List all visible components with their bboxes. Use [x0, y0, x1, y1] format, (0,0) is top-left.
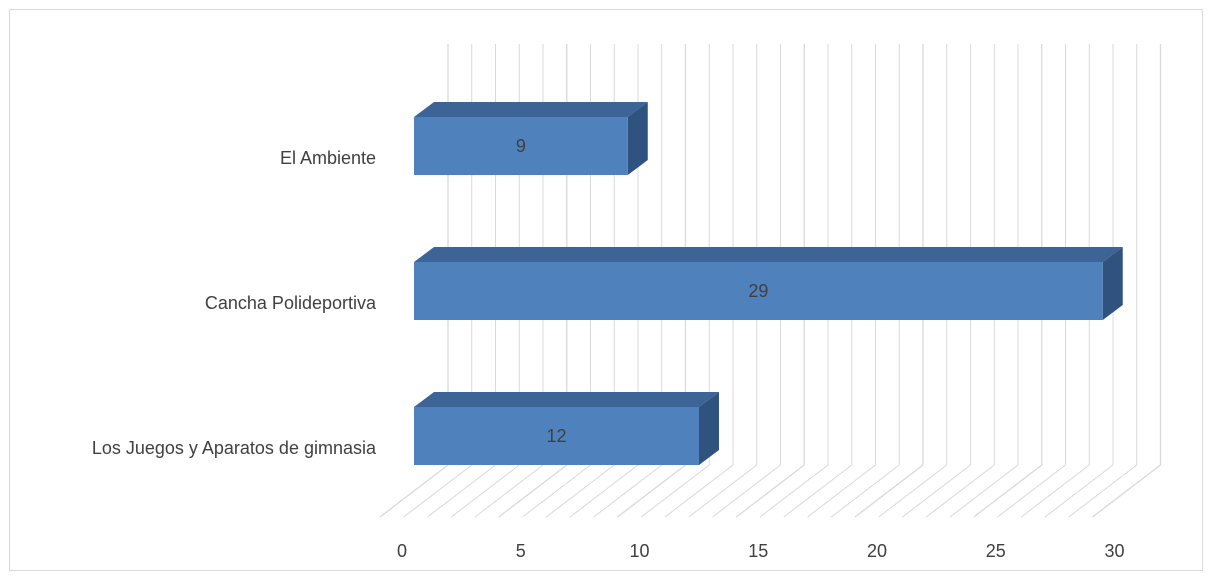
gridline-floor: [949, 464, 1019, 518]
x-tick-label: 0: [397, 541, 407, 561]
gridline-floor: [783, 464, 853, 518]
gridline-floor: [617, 464, 686, 518]
data-label: 12: [546, 426, 566, 446]
gridline-floor: [593, 464, 663, 518]
gridline-floor: [925, 464, 995, 518]
bar-side-face: [627, 102, 648, 175]
bar: [414, 117, 628, 175]
gridline-floor: [830, 464, 900, 518]
gridline-floor: [1020, 464, 1090, 518]
bar: [414, 262, 1103, 320]
x-tick-label: 30: [1104, 541, 1124, 561]
gridline-floor: [807, 464, 876, 518]
gridline-floor: [450, 464, 520, 518]
gridline-floor: [474, 464, 544, 518]
gridline-floor: [735, 464, 805, 518]
bar-side-face: [699, 392, 719, 465]
x-tick-label: 10: [629, 541, 649, 561]
gridline-floor: [569, 464, 639, 518]
bar-layer: [414, 102, 1123, 465]
gridline-floor: [997, 464, 1066, 518]
data-label: 9: [516, 136, 526, 156]
gridline-floor: [545, 464, 615, 518]
gridline-floor: [403, 464, 473, 518]
gridline-floor: [759, 464, 829, 518]
gridline-floor: [379, 464, 449, 518]
gridline-floor: [664, 464, 734, 518]
gridline-floor: [688, 464, 758, 518]
gridline-floor: [427, 464, 496, 518]
x-tick-label: 5: [516, 541, 526, 561]
gridline-floor: [498, 464, 568, 518]
gridline-floor: [712, 464, 781, 518]
gridline-floor: [522, 464, 591, 518]
x-tick-label: 15: [748, 541, 768, 561]
category-label: Cancha Polideportiva: [205, 293, 377, 313]
data-label: 29: [748, 281, 768, 301]
category-label: El Ambiente: [280, 148, 376, 168]
gridline-floor: [1068, 464, 1138, 518]
bar-top-face: [414, 247, 1123, 262]
gridline-floor: [640, 464, 710, 518]
gridline-floor: [854, 464, 924, 518]
gridline-floor: [902, 464, 971, 518]
gridline-floor: [1092, 464, 1161, 518]
category-label: Los Juegos y Aparatos de gimnasia: [92, 438, 377, 458]
gridline-floor: [1044, 464, 1114, 518]
bar: [414, 407, 699, 465]
bar-top-face: [414, 102, 648, 117]
bar-side-face: [1102, 247, 1123, 320]
x-tick-label: 25: [986, 541, 1006, 561]
bar-top-face: [414, 392, 719, 407]
gridline-floor: [878, 464, 948, 518]
gridline-floor: [973, 464, 1043, 518]
label-layer: 0 5 10 15 20 25 30 9 El Ambiente 29 Cancha Polidep…: [92, 136, 1125, 561]
x-tick-label: 20: [867, 541, 887, 561]
